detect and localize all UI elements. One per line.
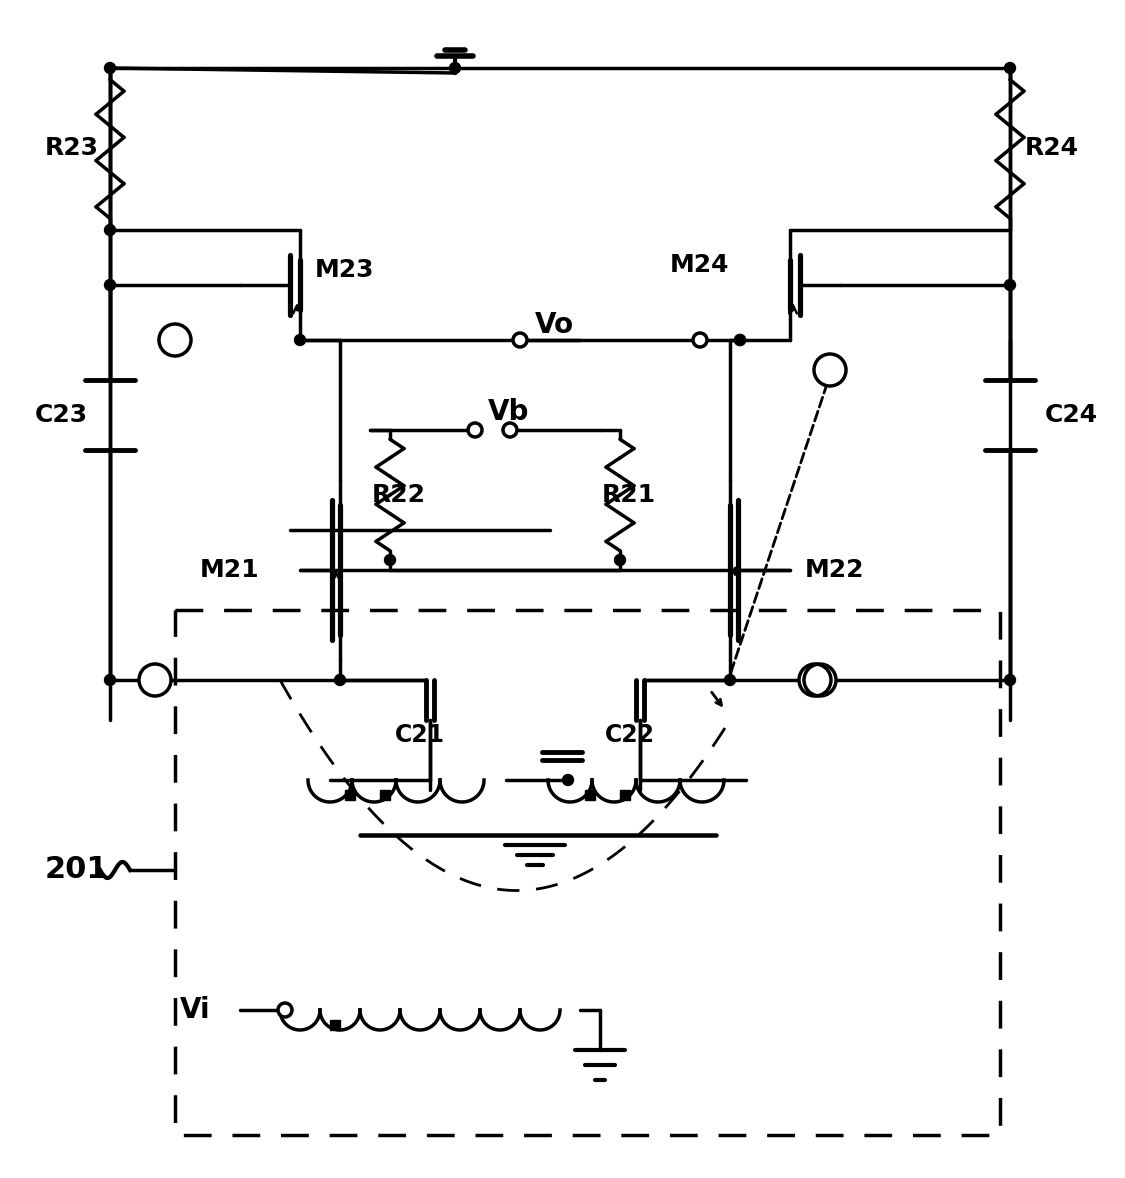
Circle shape xyxy=(693,333,706,348)
Circle shape xyxy=(105,225,116,236)
Text: M21: M21 xyxy=(200,558,260,582)
Text: R23: R23 xyxy=(45,135,99,160)
Circle shape xyxy=(562,774,574,786)
Text: M23: M23 xyxy=(315,258,375,282)
Circle shape xyxy=(105,62,116,73)
Text: M24: M24 xyxy=(670,253,729,277)
Circle shape xyxy=(278,1002,292,1017)
Text: Vo: Vo xyxy=(536,311,574,339)
Circle shape xyxy=(1005,279,1016,291)
Circle shape xyxy=(814,355,846,386)
Text: 201: 201 xyxy=(45,855,109,885)
Circle shape xyxy=(334,675,345,686)
Text: C22: C22 xyxy=(605,723,655,747)
Circle shape xyxy=(804,664,836,696)
Bar xyxy=(380,790,390,800)
Text: R22: R22 xyxy=(372,483,426,507)
Text: Vi: Vi xyxy=(179,997,210,1024)
Circle shape xyxy=(503,423,518,437)
Circle shape xyxy=(735,335,746,345)
Bar xyxy=(345,790,356,800)
Text: C21: C21 xyxy=(395,723,446,747)
Circle shape xyxy=(159,324,191,356)
Text: R21: R21 xyxy=(602,483,656,507)
Bar xyxy=(620,790,630,800)
Circle shape xyxy=(735,335,746,345)
Bar xyxy=(585,790,595,800)
Circle shape xyxy=(513,333,526,348)
Circle shape xyxy=(385,555,396,565)
Circle shape xyxy=(468,423,482,437)
Circle shape xyxy=(724,675,736,686)
Circle shape xyxy=(450,62,460,73)
Bar xyxy=(330,1020,340,1030)
Circle shape xyxy=(105,279,116,291)
Circle shape xyxy=(1005,675,1016,686)
Text: C24: C24 xyxy=(1045,403,1098,426)
Circle shape xyxy=(140,664,171,696)
Text: C23: C23 xyxy=(35,403,88,426)
Circle shape xyxy=(1005,62,1016,73)
Circle shape xyxy=(799,664,831,696)
Circle shape xyxy=(295,335,306,345)
Text: Vb: Vb xyxy=(488,398,530,426)
Text: M22: M22 xyxy=(806,558,864,582)
Text: R24: R24 xyxy=(1025,135,1079,160)
Circle shape xyxy=(105,675,116,686)
Circle shape xyxy=(614,555,626,565)
